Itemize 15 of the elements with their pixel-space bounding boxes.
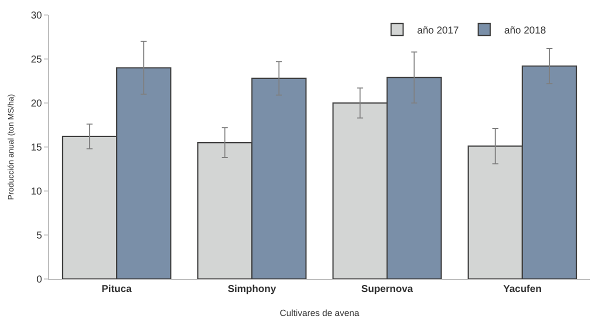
x-tick-label: Yacufen [503, 284, 542, 295]
y-tick-label: 20 [30, 98, 42, 110]
y-tick-label: 10 [30, 186, 42, 198]
x-tick-label: Simphony [228, 284, 276, 295]
legend-label: año 2017 [417, 25, 460, 36]
x-tick-label: Supernova [361, 284, 414, 295]
x-axis-title: Cultivares de avena [280, 308, 360, 318]
y-tick-label: 30 [30, 10, 42, 22]
y-tick-label: 5 [36, 230, 42, 242]
y-axis-title: Producción anual (ton MS/ha) [6, 94, 16, 200]
legend-label: año 2018 [504, 25, 546, 36]
y-tick-label: 25 [30, 54, 42, 66]
x-tick-label: Pituca [102, 284, 132, 295]
y-tick-label: 0 [36, 274, 42, 286]
y-tick-label: 15 [30, 142, 42, 154]
